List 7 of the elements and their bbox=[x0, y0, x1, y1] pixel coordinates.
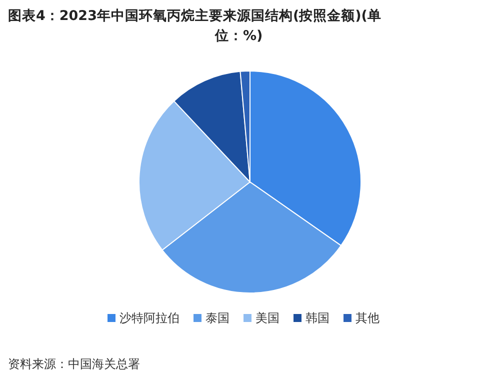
legend-label: 美国 bbox=[256, 311, 280, 325]
text: 资料来源：中国海关总署 bbox=[8, 357, 140, 371]
legend-label: 韩国 bbox=[306, 311, 330, 325]
legend-label: 泰国 bbox=[206, 311, 230, 325]
legend-label: 沙特阿拉伯 bbox=[120, 311, 180, 325]
legend-label: 其他 bbox=[356, 311, 380, 325]
chart-title: 图表4：2023年中国环氧丙烷主要来源国结构(按照金额)(单位：%) bbox=[8, 7, 382, 44]
